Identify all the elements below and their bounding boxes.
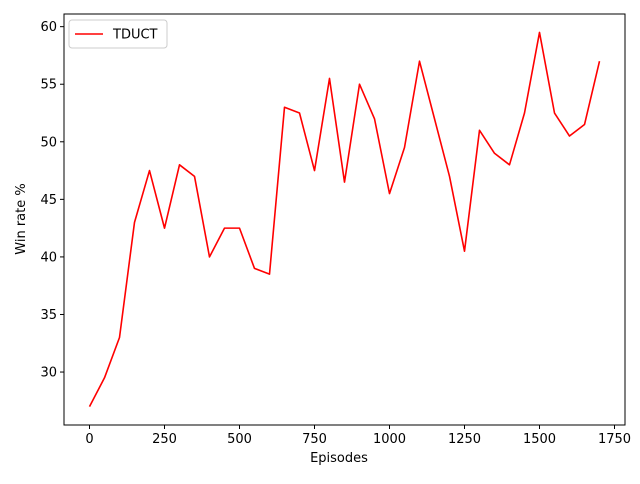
plot-area xyxy=(88,31,601,407)
y-tick-label-5: 55 xyxy=(40,78,57,93)
x-tick-label-6: 1500 xyxy=(523,432,556,447)
y-axis-label: Win rate % xyxy=(14,183,29,254)
axes-frame xyxy=(63,13,626,426)
axes: 0 250 500 750 1000 1250 1500 1750 30 35 40 45 50 55 60 xyxy=(40,13,631,447)
x-tick-label-4: 1000 xyxy=(373,432,406,447)
series-line-0 xyxy=(88,31,601,407)
legend-label-0: TDUCT xyxy=(112,28,158,43)
x-axis-label: Episodes xyxy=(310,451,368,466)
x-tick-label-5: 1250 xyxy=(448,432,481,447)
x-tick-label-0: 0 xyxy=(85,432,93,447)
legend: TDUCT xyxy=(68,19,168,49)
y-tick-label-1: 35 xyxy=(40,308,57,323)
x-tick-label-3: 750 xyxy=(302,432,327,447)
y-tick-label-6: 60 xyxy=(40,20,57,35)
y-tick-label-4: 50 xyxy=(40,135,57,150)
y-tick-label-3: 45 xyxy=(40,193,57,208)
y-tick-label-0: 30 xyxy=(40,366,57,381)
x-tick-label-2: 500 xyxy=(227,432,252,447)
x-tick-label-1: 250 xyxy=(152,432,177,447)
legend-box xyxy=(68,19,168,49)
y-tick-label-2: 40 xyxy=(40,250,57,265)
x-tick-label-7: 1750 xyxy=(598,432,631,447)
